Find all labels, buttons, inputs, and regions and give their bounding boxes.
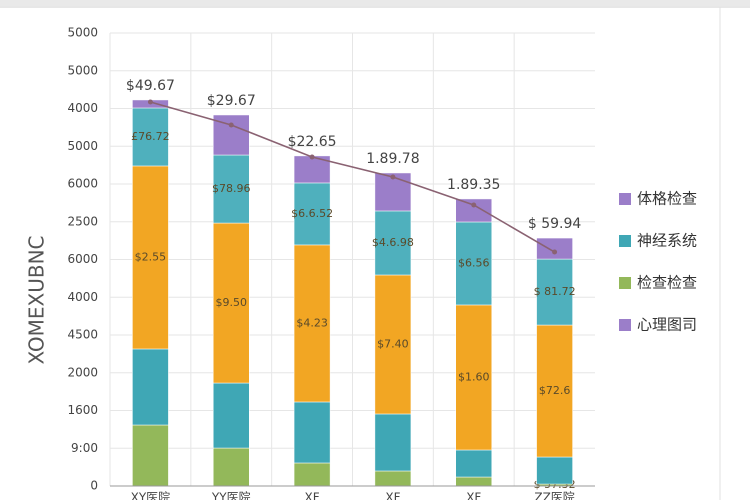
y-tick-label: 1600 [67,403,98,417]
y-tick-label: 9:00 [71,441,98,455]
bar-segment [455,449,492,478]
bar-segment [455,198,492,223]
top-strip [0,0,750,6]
bar-segment [132,107,169,167]
segment-label: $9.50 [216,296,248,309]
y-tick-label: 2500 [67,214,98,228]
bar-segment [293,244,331,403]
segment-label: $7.40 [377,337,409,350]
top-label: $22.65 [288,134,337,150]
y-tick-label: 4000 [67,101,98,115]
top-label: $ 59.94 [528,216,582,232]
x-tick-label: XY医院 [131,491,171,500]
x-tick-label: XF [385,491,400,500]
bar-segment [536,324,573,458]
segment-label: $6.56 [458,256,490,269]
bar-segment [536,237,573,260]
legend-swatch [619,319,631,331]
bar-segment [132,165,169,350]
bar-segment [455,221,492,306]
y-axis-title: XOMEXUBNC [25,235,49,364]
bar-segment [213,154,250,224]
segment-label: $1.60 [458,370,490,383]
bar-segment [374,274,412,415]
bar-segment [455,476,492,487]
legend-label: 心理图司 [637,316,697,334]
segment-label: $4.23 [296,316,328,329]
x-tick-label: ZZ医院 [534,491,574,500]
bar-segment [213,222,250,384]
legend-label: 体格检查 [637,190,697,208]
top-label: $29.67 [207,93,256,109]
y-tick-label: 6000 [67,252,98,266]
top-label: $49.67 [126,78,175,94]
segment-label: $6.6.52 [291,207,333,220]
y-tick-label: 4000 [67,290,98,304]
bar-segment [213,382,250,449]
y-tick-label: 0 [90,479,98,493]
trend-point [309,154,315,160]
bar-segment [213,447,250,487]
bar-segment [132,348,169,426]
y-tick-label: 5000 [67,63,98,77]
legend-label: 神经系统 [637,232,697,250]
segment-label: $4.6.98 [372,236,414,249]
x-tick-label: XF [305,491,320,500]
legend-swatch [619,193,631,205]
trend-point [147,99,153,105]
trend-point [228,122,234,128]
trend-line [150,101,555,253]
segment-label: £76.72 [131,130,170,143]
y-tick-label: 5000 [67,26,98,40]
y-tick-label: 2000 [67,365,98,379]
bar-segment [536,258,573,326]
bar-segment [293,462,331,487]
top-label: 1.89.35 [447,177,500,193]
segment-label: $2.55 [135,250,167,263]
bar-segment [374,413,412,472]
bar-segment [536,456,573,485]
y-tick-label: 4500 [67,328,98,342]
x-tick-label: YY医院 [211,491,251,500]
legend-swatch [619,235,631,247]
trend-point [471,202,477,208]
bar-segment [132,424,169,487]
bar-segment [293,182,331,246]
y-tick-label: 5000 [67,139,98,153]
bar-segment [374,210,412,276]
trend-point [552,249,558,255]
segment-label: $78.96 [212,182,251,195]
top-label: 1.89.78 [366,151,419,167]
bar-segment [455,304,492,451]
bar-segment [374,470,412,487]
segment-label: $72.6 [539,384,571,397]
segment-label: $ 81.72 [534,285,576,298]
y-tick-label: 6000 [67,177,98,191]
bar-segment [293,401,331,464]
x-tick-label: XF [466,491,481,500]
trend-point [390,174,396,180]
legend-label: 检查检查 [637,274,697,292]
legend-swatch [619,277,631,289]
